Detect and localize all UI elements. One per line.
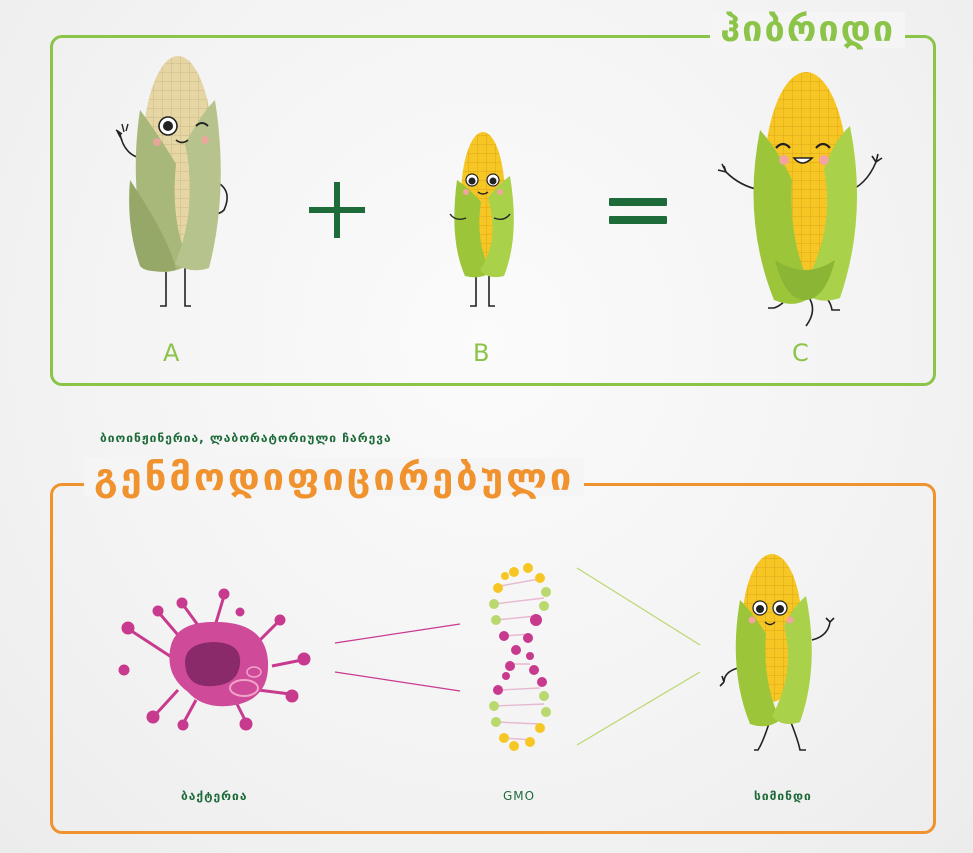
label-b: B	[473, 339, 490, 367]
gmo-title: გენმოდიფიცირებული	[84, 458, 585, 496]
bioengineering-subtitle: ბიოინჟინერია, ლაბორატორიული ჩარევა	[100, 431, 392, 445]
corn-b-icon	[449, 132, 514, 307]
label-bacteria: ბაქტერია	[181, 789, 248, 803]
label-corn: სიმინდი	[754, 789, 812, 803]
label-a: A	[163, 339, 180, 367]
connector-lines	[334, 567, 701, 746]
corn-a-icon	[115, 56, 228, 307]
dna-helix-icon	[489, 563, 551, 751]
gmo-corn-icon	[719, 554, 835, 751]
hybrid-panel	[50, 35, 936, 386]
hybrid-title: ჰიბრიდი	[710, 12, 905, 48]
plus-icon	[309, 182, 365, 238]
label-gmo: GMO	[503, 789, 536, 803]
label-c: C	[792, 339, 809, 367]
corn-c-icon	[717, 72, 883, 327]
bacteria-icon	[118, 588, 311, 731]
equals-icon	[609, 198, 667, 224]
